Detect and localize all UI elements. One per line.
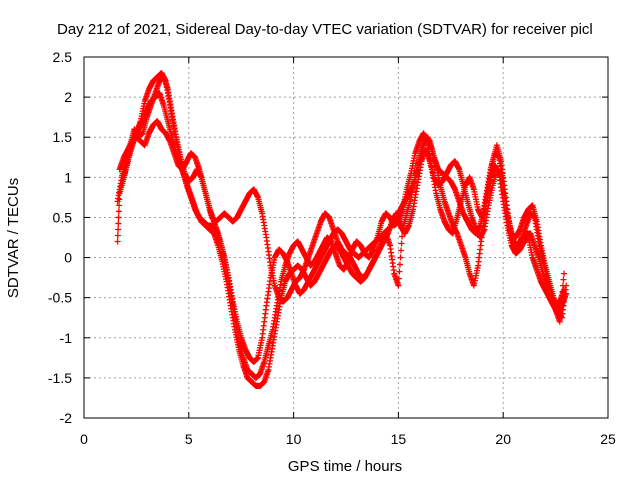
chart-title: Day 212 of 2021, Sidereal Day-to-day VTE… [57,21,593,38]
x-axis-label: GPS time / hours [288,458,402,475]
y-tick-label: -1 [60,330,73,346]
plus-marker [560,270,567,277]
y-axis-label: SDTVAR / TECUs [5,178,22,298]
axis-ticks [83,56,609,419]
y-tick-label: 1 [64,169,72,185]
y-tick-label: 1.5 [53,129,73,145]
plus-marker [116,202,123,209]
x-tick-label: 20 [495,431,511,447]
data-markers [114,70,570,389]
series-track-d [114,74,570,381]
plus-marker [398,240,405,247]
plus-marker [396,268,403,275]
plus-marker [396,261,403,268]
y-tick-label: 0.5 [53,209,73,225]
y-tick-label: -2 [60,410,73,426]
x-tick-label: 25 [600,431,616,447]
plus-marker [398,247,405,254]
x-tick-label: 5 [185,431,193,447]
x-tick-labels: 0 5 10 15 20 25 [80,431,616,447]
x-tick-label: 10 [286,431,302,447]
y-tick-label: 0 [64,250,72,266]
x-tick-label: 0 [80,431,88,447]
plus-marker [563,282,570,289]
plus-marker [560,276,567,283]
plus-marker [115,214,122,221]
y-tick-labels: -2 -1.5 -1 -0.5 0 0.5 1 1.5 2 2.5 [48,49,72,426]
plus-marker [114,238,121,245]
plus-marker [397,254,404,261]
y-tick-label: -1.5 [48,370,72,386]
y-tick-label: -0.5 [48,290,72,306]
plus-marker [114,232,121,239]
plus-marker [115,220,122,227]
plus-marker [115,208,122,215]
plus-marker [399,233,406,240]
x-tick-label: 15 [391,431,407,447]
plot-frame [83,56,609,419]
plus-marker [395,282,402,289]
y-tick-label: 2.5 [53,49,73,65]
plus-marker [556,318,563,325]
plus-marker [115,226,122,233]
plus-marker [395,275,402,282]
y-tick-label: 2 [64,89,72,105]
